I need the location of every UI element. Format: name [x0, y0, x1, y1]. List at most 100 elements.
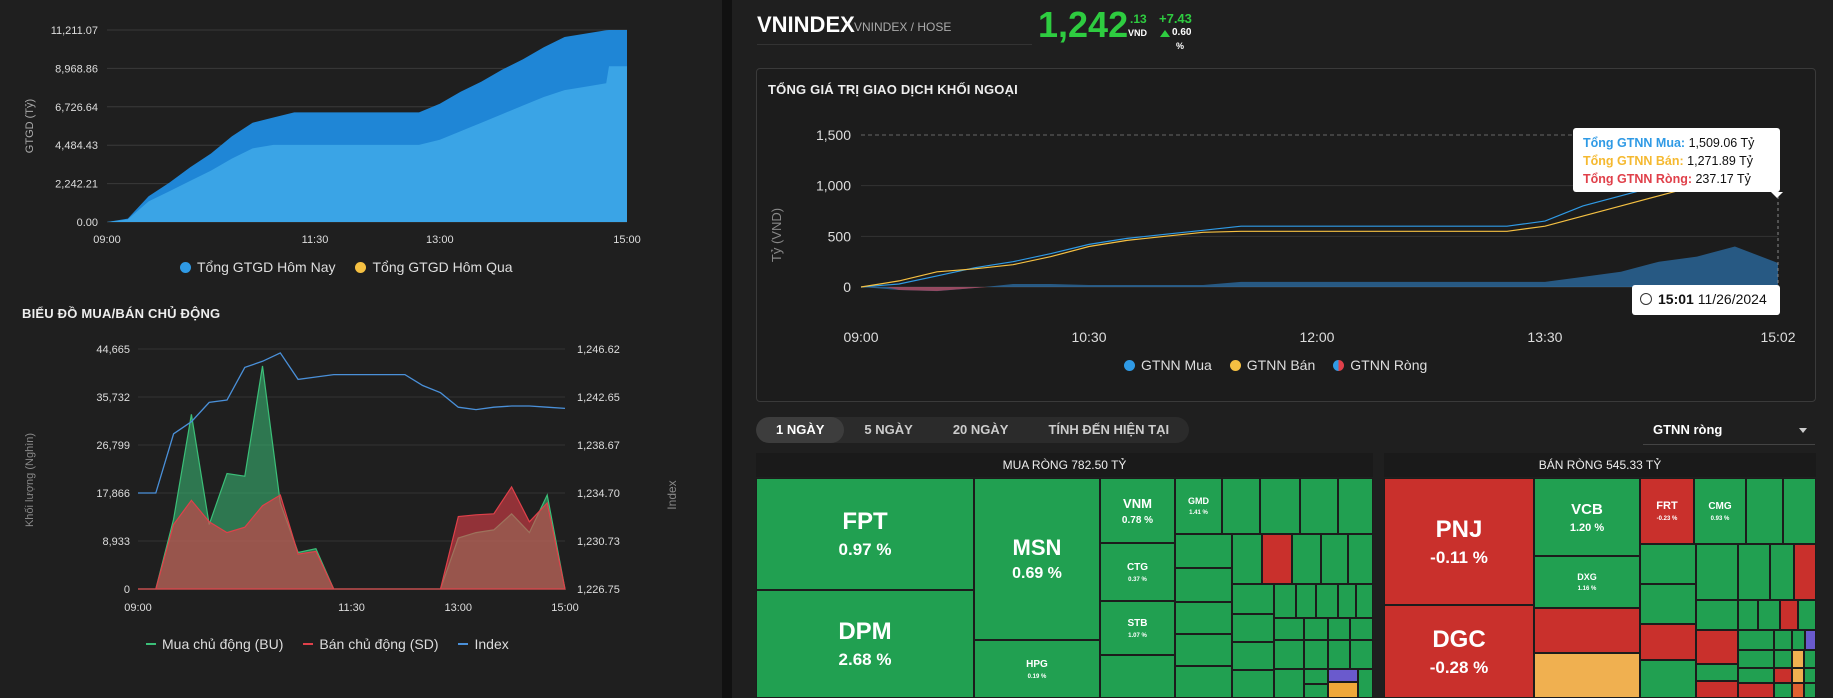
tile-small[interactable] — [1328, 618, 1350, 640]
tile-vcb[interactable]: VCB 1.20 % — [1534, 478, 1640, 556]
tile-dxg[interactable]: DXG 1.16 % — [1534, 556, 1640, 608]
tile-small[interactable] — [1348, 534, 1373, 584]
tile-small[interactable] — [1640, 544, 1696, 584]
tile-small[interactable] — [1175, 568, 1232, 602]
tile-small[interactable] — [1350, 618, 1373, 640]
tile-small[interactable] — [1292, 534, 1321, 584]
tile-small[interactable] — [1304, 618, 1328, 640]
tile-small[interactable] — [1783, 478, 1816, 544]
tile-small[interactable] — [1316, 584, 1338, 618]
tile-small[interactable] — [1534, 608, 1640, 653]
tile-small[interactable] — [1696, 630, 1738, 664]
tile-small[interactable] — [1262, 534, 1292, 584]
tile-small[interactable] — [1274, 669, 1304, 698]
tile-small[interactable] — [1232, 670, 1274, 698]
tile-cmg[interactable]: CMG 0.93 % — [1694, 478, 1746, 544]
tile-hpg[interactable]: HPG 0.19 % — [974, 640, 1100, 698]
tile-small[interactable] — [1780, 600, 1798, 630]
tile-small[interactable] — [1350, 640, 1373, 669]
tile-small[interactable] — [1738, 600, 1758, 630]
tile-small[interactable] — [1175, 602, 1232, 634]
tile-small[interactable] — [1804, 668, 1816, 683]
tile-small[interactable] — [1792, 630, 1805, 650]
tile-small[interactable] — [1260, 478, 1300, 534]
tile-small[interactable] — [1328, 682, 1358, 698]
tile-small[interactable] — [1804, 650, 1816, 668]
tile-small[interactable] — [1222, 478, 1260, 534]
tile-small[interactable] — [1304, 669, 1328, 684]
tile-small[interactable] — [1338, 478, 1373, 534]
tile-small[interactable] — [1232, 614, 1274, 642]
tile-small[interactable] — [1696, 664, 1738, 681]
tile-small[interactable] — [1758, 600, 1780, 630]
tile-small[interactable] — [1640, 624, 1696, 660]
tile-frt[interactable]: FRT -0.23 % — [1640, 478, 1694, 544]
tile-small[interactable] — [1738, 683, 1774, 698]
tile-small[interactable] — [1304, 640, 1328, 669]
tile-msn[interactable]: MSN 0.69 % — [974, 478, 1100, 640]
tile-small[interactable] — [1100, 655, 1175, 698]
tile-small[interactable] — [1274, 618, 1304, 640]
tile-small[interactable] — [1792, 683, 1804, 698]
tile-small[interactable] — [1640, 584, 1696, 624]
tile-small[interactable] — [1274, 640, 1304, 669]
tile-small[interactable] — [1232, 534, 1262, 584]
legend-item-buy[interactable]: GTNN Mua — [1124, 357, 1212, 373]
tile-small[interactable] — [1232, 584, 1274, 614]
tile-small[interactable] — [1640, 660, 1696, 698]
tile-small[interactable] — [1738, 630, 1774, 650]
legend-item-bu[interactable]: Mua chủ động (BU) — [146, 636, 283, 652]
tile-small[interactable] — [1175, 634, 1232, 666]
tile-small[interactable] — [1798, 600, 1816, 630]
tile-pnj[interactable]: PNJ -0.11 % — [1384, 478, 1534, 605]
legend-item-net[interactable]: GTNN Ròng — [1333, 357, 1427, 373]
tile-small[interactable] — [1358, 669, 1373, 698]
tile-dgc[interactable]: DGC -0.28 % — [1384, 605, 1534, 698]
tile-small[interactable] — [1805, 630, 1816, 650]
tile-small[interactable] — [1804, 683, 1816, 698]
tile-stb[interactable]: STB 1.07 % — [1100, 601, 1175, 655]
tile-small[interactable] — [1321, 534, 1348, 584]
tile-small[interactable] — [1304, 684, 1328, 698]
legend-item-index[interactable]: Index — [458, 636, 509, 652]
tab-5-days[interactable]: 5 NGÀY — [864, 422, 913, 437]
tile-small[interactable] — [1770, 544, 1794, 600]
legend-item-sell[interactable]: GTNN Bán — [1229, 357, 1315, 373]
tile-small[interactable] — [1774, 650, 1792, 668]
tile-small[interactable] — [1232, 642, 1274, 670]
tile-small[interactable] — [1175, 666, 1232, 698]
tile-gmd[interactable]: GMD 1.41 % — [1175, 478, 1222, 534]
tile-small[interactable] — [1792, 650, 1804, 668]
tab-to-date[interactable]: TÍNH ĐẾN HIỆN TẠI — [1048, 422, 1170, 437]
tile-small[interactable] — [1774, 668, 1792, 683]
tile-vnm[interactable]: VNM 0.78 % — [1100, 478, 1175, 543]
tile-small[interactable] — [1794, 544, 1816, 600]
tile-fpt[interactable]: FPT 0.97 % — [756, 478, 974, 590]
tile-small[interactable] — [1696, 544, 1738, 600]
tile-small[interactable] — [1696, 681, 1738, 698]
tile-dpm[interactable]: DPM 2.68 % — [756, 590, 974, 698]
tile-small[interactable] — [1774, 630, 1792, 650]
tile-small[interactable] — [1792, 668, 1804, 683]
tile-small[interactable] — [1738, 650, 1774, 668]
metric-dropdown[interactable]: GTNN ròng — [1643, 415, 1815, 445]
tile-small[interactable] — [1328, 640, 1350, 669]
tile-small[interactable] — [1774, 683, 1792, 698]
tile-small[interactable] — [1175, 534, 1232, 568]
tile-ctg[interactable]: CTG 0.37 % — [1100, 543, 1175, 601]
tab-20-days[interactable]: 20 NGÀY — [952, 422, 1009, 437]
tile-small[interactable] — [1534, 653, 1640, 698]
tile-small[interactable] — [1296, 584, 1316, 618]
tile-small[interactable] — [1338, 584, 1356, 618]
tile-small[interactable] — [1356, 584, 1373, 618]
tab-1-day[interactable]: 1 NGÀY — [756, 417, 845, 443]
tile-small[interactable] — [1328, 669, 1358, 682]
tile-small[interactable] — [1300, 478, 1338, 534]
tile-small[interactable] — [1746, 478, 1783, 544]
legend-item-yesterday[interactable]: Tổng GTGD Hôm Qua — [355, 259, 513, 275]
tile-small[interactable] — [1696, 600, 1738, 630]
legend-item-sd[interactable]: Bán chủ động (SD) — [303, 636, 438, 652]
legend-item-today[interactable]: Tổng GTGD Hôm Nay — [180, 259, 335, 275]
tile-small[interactable] — [1738, 668, 1774, 683]
tile-small[interactable] — [1274, 584, 1296, 618]
